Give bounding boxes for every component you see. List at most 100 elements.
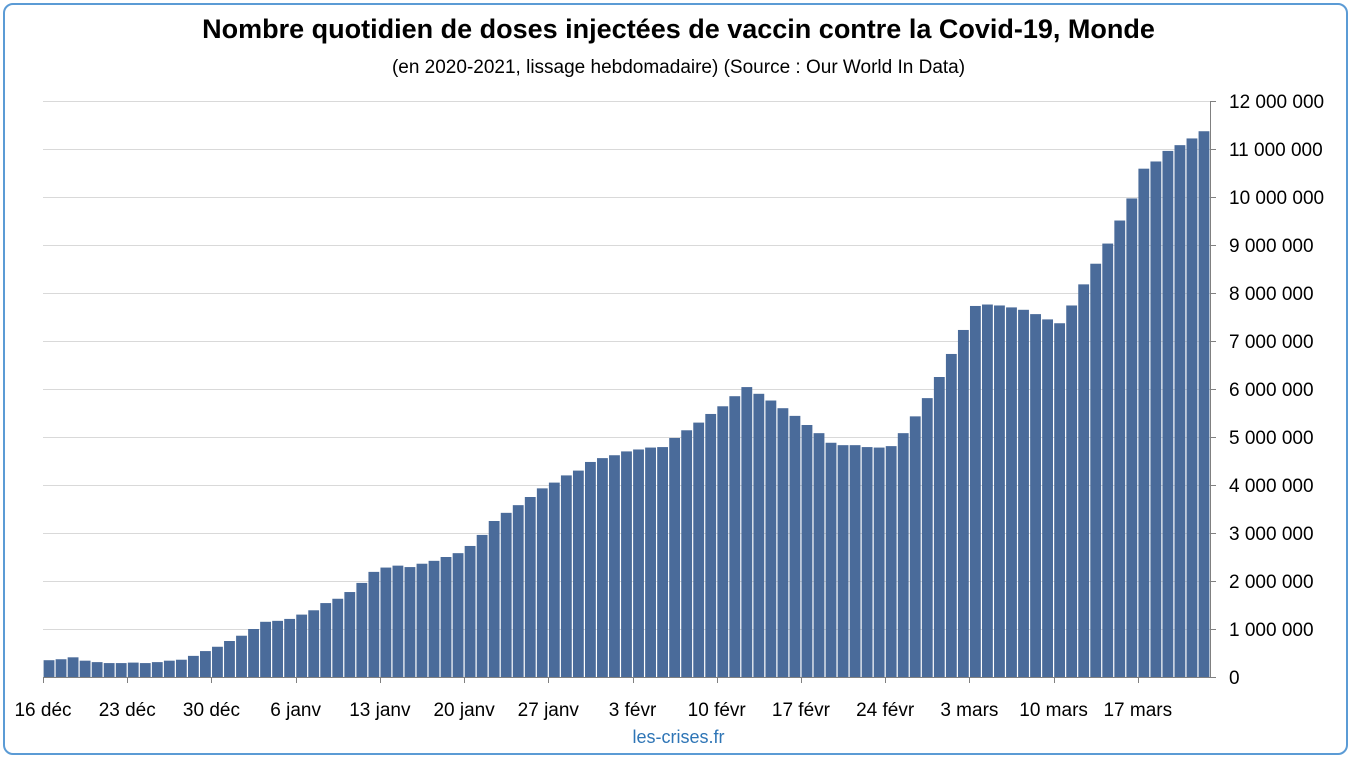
bar [584, 461, 596, 677]
bar [669, 437, 681, 677]
x-tick-label: 20 janv [433, 700, 495, 721]
bar [897, 433, 909, 677]
bar [512, 505, 524, 677]
bar [969, 305, 981, 677]
bar [765, 400, 777, 677]
bar [55, 659, 67, 677]
bar [1162, 150, 1174, 678]
y-tick-label: 7 000 000 [1229, 332, 1314, 353]
bar [873, 447, 885, 677]
bar [452, 553, 464, 677]
bar [115, 663, 127, 677]
bar [1066, 305, 1078, 677]
bar [308, 610, 320, 677]
bar [187, 655, 199, 677]
bar [332, 598, 344, 677]
bar [248, 629, 259, 677]
bar [861, 447, 873, 677]
x-tick-label: 24 févr [856, 700, 915, 721]
bar [753, 393, 765, 677]
bar [609, 455, 620, 677]
bar [621, 451, 632, 677]
bar [560, 475, 572, 677]
bar [909, 416, 921, 677]
bar [548, 482, 560, 677]
bar [633, 449, 644, 677]
bar [440, 557, 452, 677]
bar [404, 567, 416, 677]
x-tick-label: 30 déc [183, 700, 240, 721]
bar [284, 618, 296, 677]
x-tick-label: 17 mars [1103, 700, 1172, 721]
bar [982, 304, 993, 677]
bar [717, 406, 729, 677]
y-tick-label: 6 000 000 [1229, 380, 1314, 401]
bar [801, 425, 813, 677]
bar [224, 641, 235, 677]
bar [380, 567, 392, 677]
source-credit[interactable]: les-crises.fr [632, 727, 725, 747]
x-tick-label: 6 janv [270, 700, 321, 721]
bar [272, 620, 284, 677]
bar [1078, 284, 1090, 677]
x-tick-label: 10 mars [1019, 700, 1088, 721]
bar [260, 621, 271, 677]
bar [1138, 168, 1150, 677]
bar [705, 413, 717, 677]
bar [957, 329, 969, 677]
bar [1042, 319, 1053, 677]
y-tick-label: 10 000 000 [1229, 188, 1324, 209]
y-tick-label: 9 000 000 [1229, 236, 1314, 257]
bar [921, 398, 933, 677]
x-tick-label: 27 janv [518, 700, 580, 721]
bar [1126, 198, 1138, 677]
bar [1174, 145, 1186, 677]
x-tick-label: 17 févr [772, 700, 831, 721]
bar [837, 445, 849, 677]
bar [320, 603, 332, 677]
bar [1018, 309, 1029, 677]
y-tick-label: 3 000 000 [1229, 524, 1314, 545]
bar [536, 488, 548, 677]
bar [645, 447, 656, 677]
chart-subtitle: (en 2020-2021, lissage hebdomadaire) (So… [391, 57, 966, 78]
bars [43, 131, 1210, 678]
bar [1090, 263, 1102, 677]
bar [597, 458, 608, 677]
bar [657, 447, 669, 677]
bar [356, 582, 368, 677]
bar [1030, 314, 1041, 677]
bar [368, 571, 380, 677]
y-tick-label: 11 000 000 [1229, 140, 1323, 161]
bar [1102, 243, 1114, 677]
bar [127, 662, 139, 677]
bar [813, 433, 825, 677]
x-axis-tick-labels: 16 déc 23 déc 30 déc 6 janv 13 janv 20 janv 27… [14, 700, 1172, 721]
bar [163, 660, 175, 677]
bar [1198, 131, 1210, 678]
x-tick-label: 3 mars [940, 700, 998, 721]
bar [1114, 220, 1126, 677]
y-tick-label: 8 000 000 [1229, 284, 1314, 305]
bar [741, 387, 753, 677]
x-tick-label: 13 janv [349, 700, 411, 721]
bar [729, 396, 741, 677]
bar [139, 663, 151, 677]
bar [693, 422, 705, 677]
bar [79, 660, 91, 677]
axes [43, 101, 1216, 683]
bar [175, 659, 187, 677]
y-tick-label: 1 000 000 [1229, 620, 1314, 641]
bar [464, 545, 476, 677]
bar [1150, 161, 1162, 678]
bar [572, 470, 584, 677]
bar [994, 305, 1005, 677]
bar [344, 592, 356, 677]
chart-title: Nombre quotidien de doses injectées de v… [202, 14, 1155, 44]
bar [212, 646, 223, 677]
bar [67, 657, 79, 677]
y-tick-label: 4 000 000 [1229, 476, 1314, 497]
x-tick-label: 10 févr [688, 700, 747, 721]
bar [416, 563, 428, 677]
